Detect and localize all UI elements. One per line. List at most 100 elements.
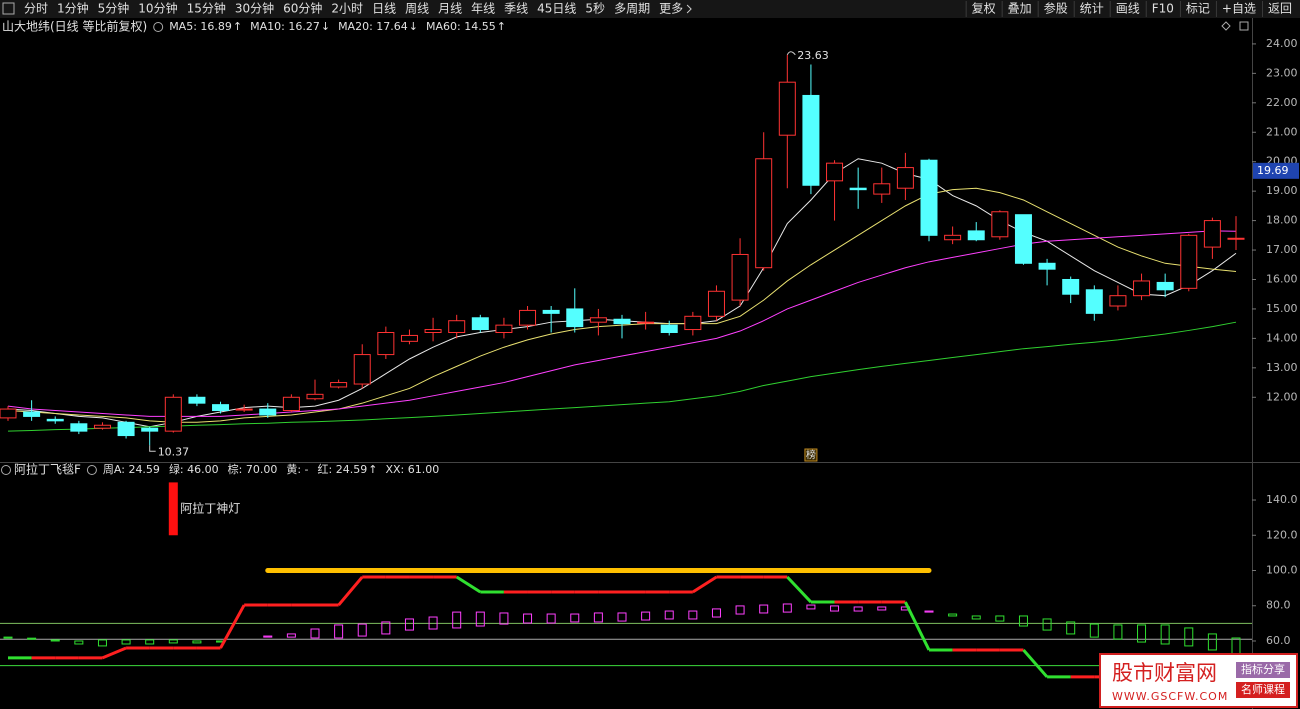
candle-body: [93, 424, 111, 429]
candle-body: [1085, 289, 1103, 314]
candle-body: [188, 396, 206, 404]
hollow-bar: [145, 639, 155, 645]
toolbar-button[interactable]: 参股: [1044, 1, 1068, 16]
candle-body: [542, 309, 560, 314]
candle-body: [259, 408, 277, 416]
period-tab[interactable]: 30分钟: [235, 1, 274, 16]
hollow-bar: [948, 613, 958, 617]
toolbar-button[interactable]: 标记: [1186, 2, 1210, 16]
toggle-icon[interactable]: [153, 22, 164, 32]
candle-body: [613, 318, 631, 325]
window-icon[interactable]: [1239, 21, 1249, 31]
badge[interactable]: 榜: [806, 449, 816, 462]
period-tab[interactable]: 45日线: [537, 2, 576, 16]
period-tab[interactable]: 月线: [438, 2, 462, 16]
y-tick-label: 60.0: [1266, 634, 1291, 647]
y-tick-label: 80.0: [1266, 599, 1291, 612]
period-tab[interactable]: 10分钟: [138, 1, 177, 16]
toolbar-button[interactable]: F10: [1152, 2, 1174, 16]
hollow-bar: [97, 639, 107, 647]
diamond-icon[interactable]: [1221, 21, 1231, 31]
candle-body: [1203, 220, 1221, 248]
step-segment: [337, 576, 364, 607]
more-chevron[interactable]: [686, 4, 692, 14]
candle-body: [212, 404, 230, 412]
hollow-bar: [310, 628, 320, 639]
period-tab[interactable]: 周线: [405, 2, 429, 16]
candle-body: [566, 308, 584, 328]
y-tick-label: 13.00: [1266, 361, 1298, 374]
hollow-bar: [1113, 624, 1123, 640]
toolbar-button[interactable]: 叠加: [1008, 2, 1032, 16]
signal-label: 阿拉丁神灯: [180, 500, 240, 515]
candle-body: [235, 408, 253, 411]
candle-body: [400, 334, 418, 342]
period-tab[interactable]: 日线: [372, 2, 396, 16]
candle-body: [141, 427, 159, 432]
hollow-bar: [830, 605, 840, 612]
watermark-name: 股市财富网: [1112, 661, 1217, 685]
candle-body: [471, 317, 489, 331]
y-tick-label: 18.00: [1266, 214, 1298, 227]
legend-entry: MA10: 16.27: [250, 20, 320, 33]
candle-body: [377, 331, 395, 356]
panel-title: 山大地纬(日线 等比前复权): [2, 19, 147, 34]
period-tab[interactable]: 分时: [24, 2, 48, 16]
hollow-bar: [428, 616, 438, 630]
hollow-bar: [1042, 618, 1052, 631]
candle-body: [920, 159, 938, 236]
legend-entry: MA60: 14.55: [426, 20, 496, 33]
hollow-bar: [641, 611, 651, 621]
candle-body: [330, 382, 348, 388]
y-tick-label: 21.00: [1266, 125, 1298, 138]
period-tab[interactable]: 15分钟: [187, 1, 226, 16]
hollow-bar: [711, 608, 721, 618]
step-segment: [455, 575, 482, 594]
y-tick-label: 100.0: [1266, 564, 1298, 577]
period-tab[interactable]: 多周期: [614, 2, 650, 16]
candle-body: [164, 396, 182, 432]
tag-bg: [1236, 682, 1290, 698]
period-tab[interactable]: 5分钟: [98, 1, 130, 16]
period-tab[interactable]: 1分钟: [57, 1, 89, 16]
hollow-bar: [334, 624, 344, 639]
toolbar-button[interactable]: 画线: [1116, 2, 1140, 16]
candle-body: [306, 393, 324, 400]
candle-body: [448, 320, 466, 333]
hollow-bar: [121, 639, 131, 645]
hollow-bar: [357, 623, 367, 637]
candle-body: [802, 94, 820, 186]
toolbar-button[interactable]: 返回: [1268, 2, 1292, 16]
menu-icon[interactable]: [2, 2, 15, 15]
legend-trend: ↑: [368, 463, 377, 476]
legend-entry: XX: 61.00: [385, 463, 439, 476]
toolbar-button[interactable]: +自选: [1222, 2, 1256, 16]
period-tab[interactable]: 60分钟: [283, 1, 322, 16]
candle-body: [660, 324, 678, 333]
hollow-bar: [404, 618, 414, 631]
legend-entry: MA20: 17.64: [338, 20, 408, 33]
toggle-icon[interactable]: [1, 465, 11, 475]
y-tick-label: 14.00: [1266, 331, 1298, 344]
toolbar-button[interactable]: 统计: [1080, 2, 1104, 16]
toolbar-button[interactable]: 复权: [972, 2, 996, 16]
hollow-bar: [688, 610, 698, 620]
period-tab[interactable]: 季线: [504, 2, 528, 16]
legend-entry: 黄: -: [286, 462, 308, 476]
legend-trend: ↓: [321, 20, 330, 33]
legend-trend: ↑: [497, 20, 506, 33]
period-tab[interactable]: 年线: [471, 2, 495, 16]
hollow-bar: [759, 604, 769, 614]
candle-body: [46, 418, 64, 422]
period-tab[interactable]: 2小时: [331, 2, 363, 16]
candle-body: [1062, 278, 1080, 295]
hollow-bar: [1207, 633, 1217, 651]
hollow-bar: [523, 613, 533, 624]
toggle-icon[interactable]: [86, 465, 97, 475]
period-tab[interactable]: 5秒: [585, 2, 605, 16]
period-tab[interactable]: 更多: [659, 2, 683, 16]
legend-entry: 棕: 70.00: [228, 462, 278, 476]
price-tag-label: 19.69: [1257, 164, 1289, 177]
step-segment: [219, 604, 246, 649]
